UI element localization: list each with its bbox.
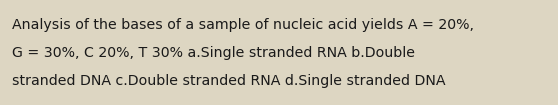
Text: G = 30%, C 20%, T 30% a.Single stranded RNA b.Double: G = 30%, C 20%, T 30% a.Single stranded … xyxy=(12,46,415,60)
Text: stranded DNA c.Double stranded RNA d.Single stranded DNA: stranded DNA c.Double stranded RNA d.Sin… xyxy=(12,74,445,88)
Text: Analysis of the bases of a sample of nucleic acid yields A = 20%,: Analysis of the bases of a sample of nuc… xyxy=(12,18,474,32)
